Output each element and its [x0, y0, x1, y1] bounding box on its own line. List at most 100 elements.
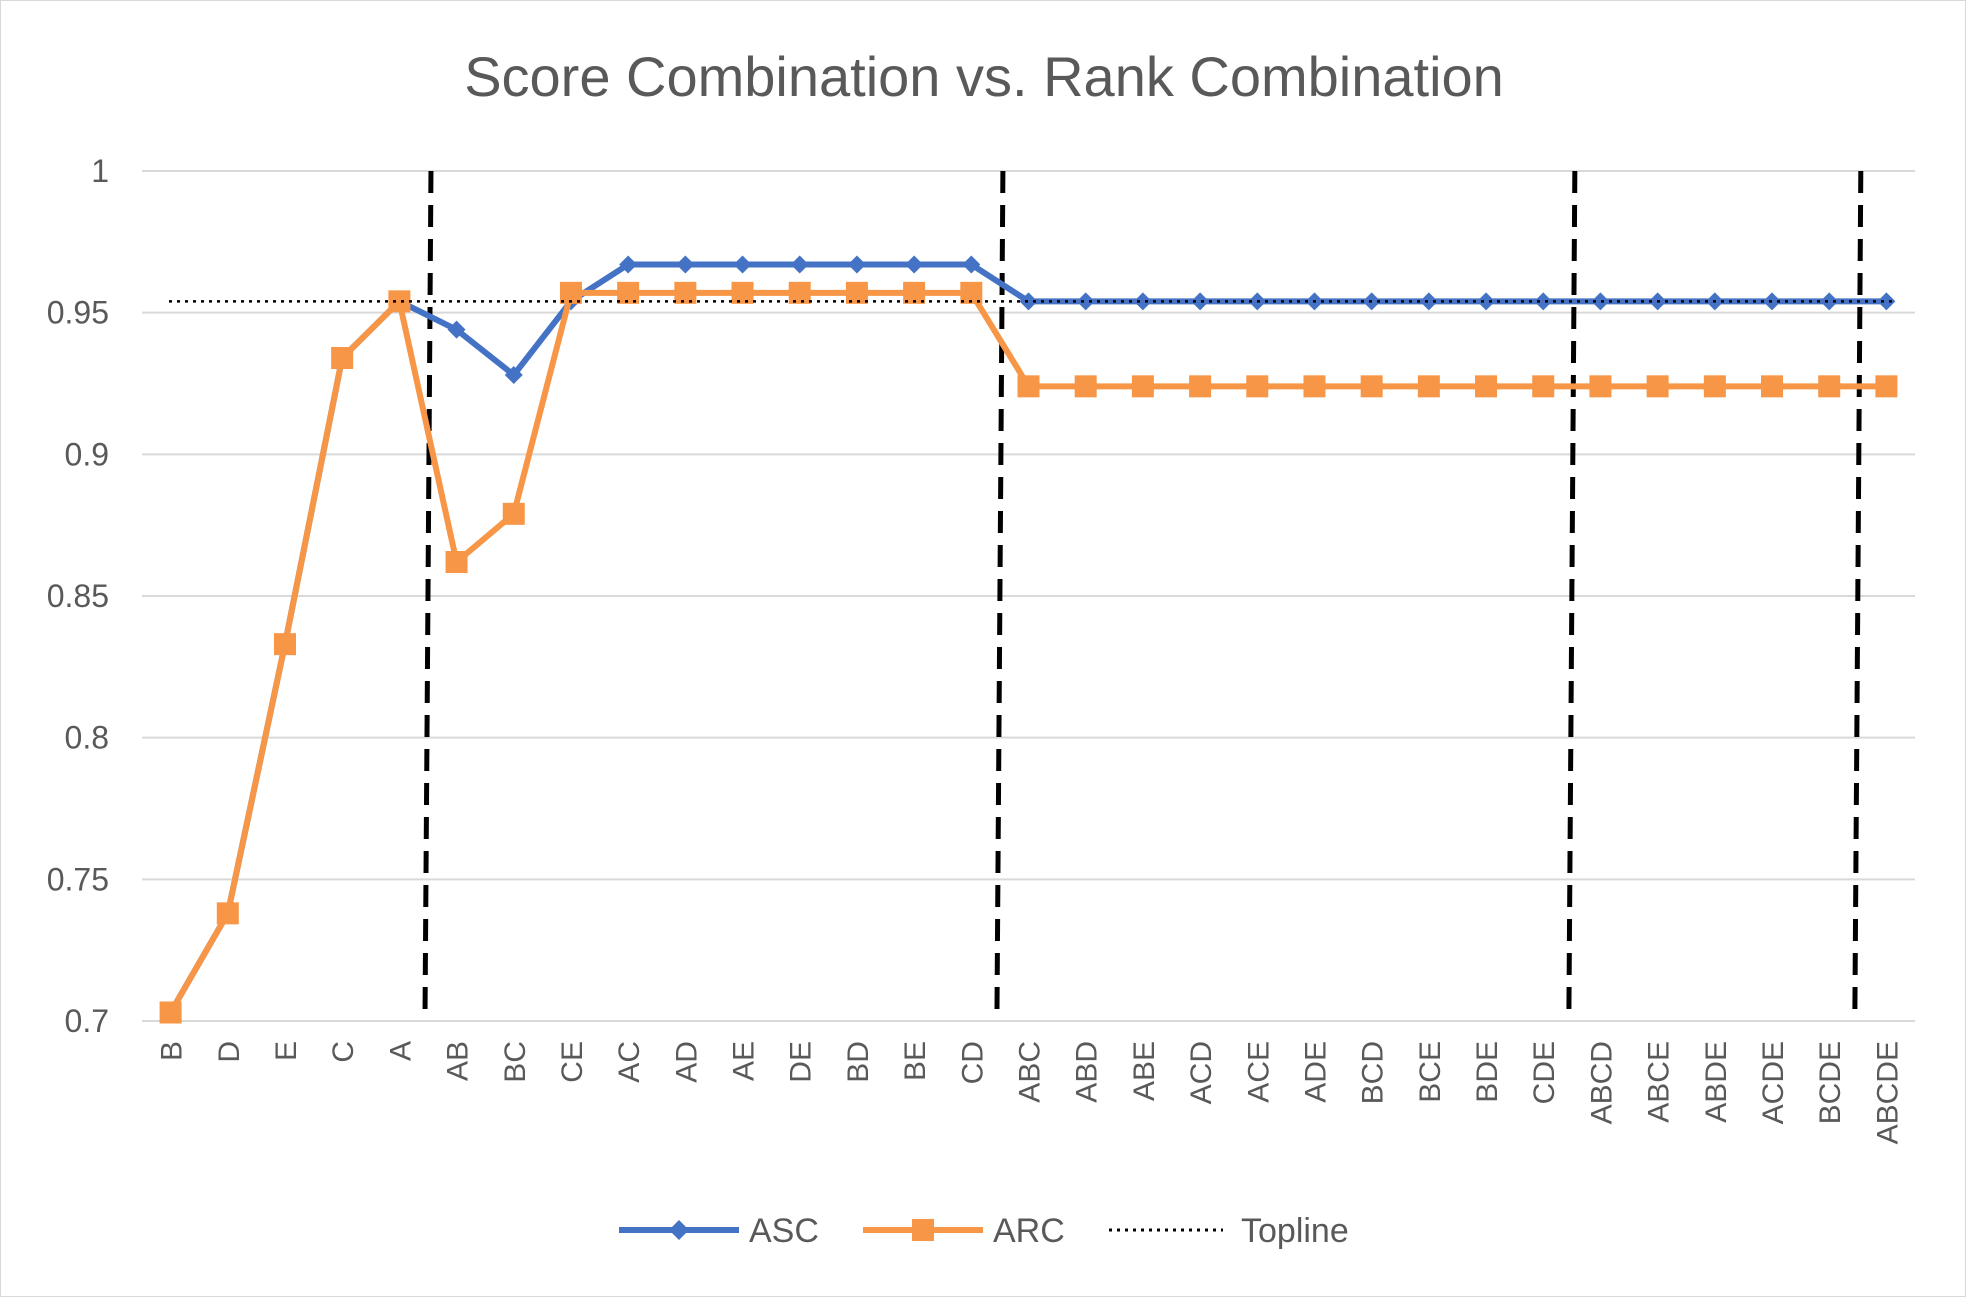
arc-point — [1646, 375, 1669, 398]
x-tick-label: AB — [442, 1041, 475, 1081]
arc-point — [1074, 375, 1097, 398]
arc-point — [1246, 375, 1269, 398]
arc-point — [1761, 375, 1784, 398]
arc-point — [331, 347, 354, 369]
arc-point — [617, 281, 640, 304]
x-tick-label: BE — [899, 1041, 932, 1081]
x-tick-label: CE — [556, 1041, 589, 1083]
y-tick-label: 1 — [91, 153, 109, 189]
x-tick-label: BD — [842, 1041, 875, 1083]
arc-point — [903, 281, 926, 304]
group-separators — [422, 170, 1864, 1022]
y-axis-ticks: 0.7 0.75 0.8 0.85 0.9 0.95 1 — [47, 153, 109, 1039]
arc-point — [1131, 375, 1154, 398]
arc-point — [1875, 375, 1898, 398]
asc-point — [1877, 292, 1896, 311]
x-tick-label: ABDE — [1700, 1041, 1733, 1123]
arc-point — [159, 1001, 182, 1024]
arc-point — [273, 633, 296, 656]
asc-point — [676, 255, 695, 274]
y-tick-label: 0.85 — [47, 578, 109, 614]
arc-point — [674, 281, 697, 304]
arc-point — [559, 281, 582, 304]
arc-point — [788, 281, 811, 304]
asc-point — [1419, 292, 1438, 311]
x-tick-label: BDE — [1471, 1041, 1504, 1103]
arc-point — [845, 281, 868, 304]
asc-point — [790, 255, 809, 274]
series-layer — [159, 255, 1898, 1024]
arc-point — [1360, 375, 1383, 398]
arc-point — [960, 281, 983, 304]
arc-point — [1417, 375, 1440, 398]
asc-point — [905, 255, 924, 274]
arc-point — [388, 290, 411, 313]
x-tick-label: ABE — [1128, 1041, 1161, 1101]
x-tick-label: ACD — [1185, 1041, 1218, 1104]
arc-point — [1703, 375, 1726, 398]
asc-point — [847, 255, 866, 274]
asc-legend-marker — [669, 1220, 689, 1240]
x-tick-label: AC — [613, 1041, 646, 1083]
asc-point — [504, 366, 523, 384]
arc-point — [1589, 375, 1612, 398]
x-tick-label: A — [384, 1041, 417, 1061]
arc-legend-label: ARC — [993, 1212, 1065, 1250]
asc-point — [733, 255, 752, 274]
x-tick-label: ACDE — [1757, 1041, 1790, 1124]
x-tick-label: C — [327, 1041, 360, 1063]
asc-point — [1591, 292, 1610, 311]
x-tick-label: ABCD — [1585, 1041, 1618, 1124]
asc-point — [1534, 292, 1553, 311]
arc-point — [1475, 375, 1498, 398]
x-tick-label: E — [270, 1041, 303, 1061]
asc-point — [1133, 292, 1152, 311]
gridlines — [142, 170, 1915, 1022]
chart-title: Score Combination vs. Rank Combination — [464, 45, 1504, 108]
asc-legend-label: ASC — [749, 1212, 819, 1250]
asc-point — [619, 255, 638, 274]
x-tick-label: BCDE — [1814, 1041, 1847, 1124]
asc-point — [1820, 292, 1839, 311]
x-tick-label: CDE — [1528, 1041, 1561, 1104]
x-tick-label: ABCDE — [1871, 1041, 1904, 1144]
asc-point — [1076, 292, 1095, 311]
x-tick-label: CD — [956, 1041, 989, 1084]
x-tick-label: D — [213, 1041, 246, 1063]
arc-point — [1017, 375, 1040, 398]
x-tick-label: AE — [728, 1041, 761, 1081]
asc-point — [1191, 292, 1210, 311]
x-tick-label: DE — [785, 1041, 818, 1083]
arc-point — [1818, 375, 1841, 398]
y-tick-label: 0.7 — [65, 1003, 109, 1039]
asc-point — [962, 255, 981, 274]
x-tick-label: ABD — [1071, 1041, 1104, 1103]
legend: ASC ARC Topline — [619, 1212, 1349, 1250]
x-tick-label: ADE — [1299, 1041, 1332, 1103]
asc-point — [1763, 292, 1782, 311]
group-separator-line — [994, 170, 1006, 1022]
asc-point — [1477, 292, 1496, 311]
x-tick-label: B — [156, 1041, 189, 1061]
x-tick-label: BC — [499, 1041, 532, 1083]
y-tick-label: 0.9 — [65, 436, 109, 472]
x-tick-label: BCD — [1357, 1041, 1390, 1104]
group-separator-line — [1566, 170, 1578, 1022]
y-tick-label: 0.95 — [47, 295, 109, 331]
y-tick-label: 0.8 — [65, 720, 109, 756]
arc-legend-marker — [912, 1219, 934, 1241]
arc-point — [1189, 375, 1212, 398]
asc-point — [1019, 292, 1038, 311]
topline-legend-label: Topline — [1241, 1212, 1349, 1250]
arc-point — [216, 902, 239, 925]
arc-point — [445, 551, 468, 573]
x-tick-label: ABCE — [1643, 1041, 1676, 1123]
arc-point — [502, 502, 525, 525]
x-tick-label: ACE — [1242, 1041, 1275, 1103]
x-tick-label: AD — [670, 1041, 703, 1083]
group-separator-line — [422, 170, 434, 1022]
group-separator-line — [1852, 170, 1864, 1022]
arc-point — [731, 281, 754, 304]
